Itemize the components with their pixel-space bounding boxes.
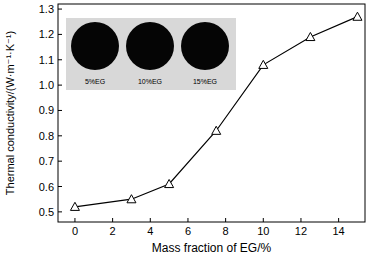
y-tick	[58, 161, 62, 162]
x-tick-label: 12	[295, 225, 307, 237]
y-axis-label: Thermal conductivity/(W·m⁻¹·K⁻¹)	[4, 31, 16, 195]
inset-label: 5%EG	[85, 78, 105, 85]
x-tick	[187, 218, 188, 222]
y-tick	[58, 34, 62, 35]
x-tick-label: 6	[185, 225, 191, 237]
y-tick-label: 1.0	[39, 79, 54, 91]
x-axis-label: Mass fraction of EG/%	[152, 241, 272, 255]
x-tick	[338, 218, 339, 222]
marker	[70, 202, 79, 210]
y-tick	[58, 135, 62, 136]
y-tick-label: 0.8	[39, 130, 54, 142]
y-tick-label: 1.1	[39, 54, 54, 66]
chart: 0 2 4 6 8 10 12 14 0.5 0.6 0.7 0.8 0.9 1.0 1.1 1.2 1.3 Ma…	[0, 0, 371, 272]
inset: 5%EG 10%EG 15%EG	[66, 18, 236, 90]
sample-disc	[126, 22, 174, 70]
x-tick	[263, 218, 264, 222]
x-tick-label: 0	[72, 225, 78, 237]
inset-background	[66, 18, 236, 90]
plot-frame	[58, 4, 365, 222]
y-tick	[58, 85, 62, 86]
x-tick	[74, 218, 75, 222]
sample-disc	[71, 22, 119, 70]
y-tick-label: 1.3	[39, 3, 54, 15]
y-tick	[58, 110, 62, 111]
marker	[165, 179, 174, 187]
y-tick-label: 1.2	[39, 28, 54, 40]
y-tick-label: 0.6	[39, 181, 54, 193]
x-tick-label: 4	[147, 225, 153, 237]
y-tick	[58, 59, 62, 60]
sample-disc	[181, 22, 229, 70]
x-tick	[300, 218, 301, 222]
inset-label: 15%EG	[193, 78, 217, 85]
inset-label: 10%EG	[138, 78, 162, 85]
x-tick	[150, 218, 151, 222]
x-tick	[225, 218, 226, 222]
series-line	[75, 17, 358, 207]
y-tick	[58, 186, 62, 187]
marker	[259, 60, 268, 68]
y-tick-label: 0.5	[39, 206, 54, 218]
marker	[212, 126, 221, 134]
data-group	[70, 12, 362, 210]
y-tick-label: 0.9	[39, 104, 54, 116]
marker	[306, 32, 315, 40]
marker	[127, 195, 136, 203]
y-tick	[58, 9, 62, 10]
x-tick-label: 8	[223, 225, 229, 237]
marker	[353, 12, 362, 20]
x-tick-label: 2	[110, 225, 116, 237]
x-tick-label: 14	[333, 225, 345, 237]
y-tick-label: 0.7	[39, 155, 54, 167]
x-tick-label: 10	[257, 225, 269, 237]
x-tick	[112, 218, 113, 222]
y-tick	[58, 211, 62, 212]
